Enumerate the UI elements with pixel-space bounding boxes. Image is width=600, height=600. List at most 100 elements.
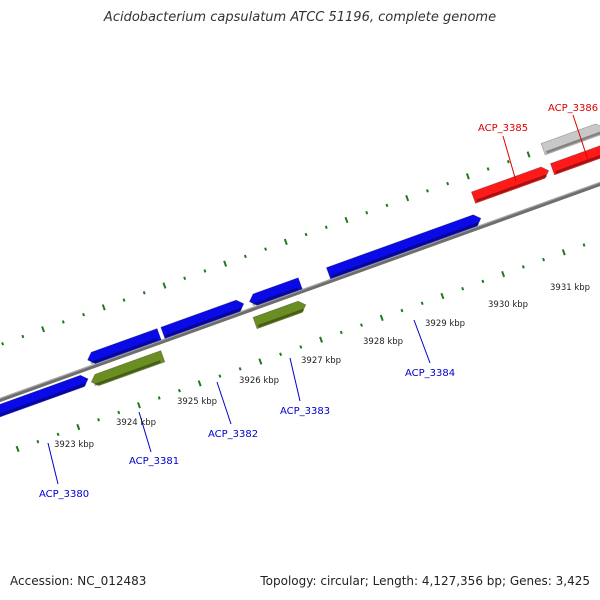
gene-arrow-acp-3386b: [540, 123, 600, 156]
gene-arrow-acp-3382b-shade: [252, 287, 299, 306]
outer-tick: [122, 298, 126, 302]
outer-tick: [223, 260, 228, 267]
outer-tick: [446, 181, 450, 186]
inner-tick: [481, 279, 485, 284]
gene-arrow-acp-3385: [470, 166, 550, 204]
leader-line: [502, 135, 517, 182]
gene-arrow-acp-3385-shade: [476, 174, 547, 202]
leader-line: [216, 381, 232, 425]
outer-tick: [264, 247, 268, 251]
gene-arrow-acp-3382-shade: [165, 307, 242, 338]
gene-arrow-acp-3384: [325, 214, 482, 280]
leader-line: [572, 114, 589, 161]
inner-tick: [542, 257, 546, 262]
genome-summary-text: Topology: circular; Length: 4,127,356 bp…: [260, 574, 590, 588]
inner-tick: [56, 432, 60, 437]
inner-tick: [238, 367, 242, 371]
gene-label: ACP_3384: [405, 368, 455, 379]
inner-tick: [117, 410, 121, 415]
outer-tick: [405, 194, 410, 202]
outer-tick: [385, 203, 389, 208]
outer-tick: [101, 304, 106, 311]
inner-tick: [420, 301, 424, 306]
inner-tick: [218, 374, 222, 378]
inner-tick: [76, 423, 81, 431]
gene-label: ACP_3381: [129, 456, 179, 467]
leader-line: [47, 442, 59, 485]
outer-tick: [183, 276, 187, 280]
outer-tick: [162, 282, 167, 289]
inner-tick: [15, 445, 20, 453]
outer-tick: [21, 334, 25, 339]
gene-arrow-acp-3381b-shade: [90, 338, 158, 365]
kbp-label: 3924 kbp: [116, 418, 156, 428]
outer-tick: [82, 312, 85, 317]
genome-backbone: [0, 181, 600, 403]
gene-arrow-acp-3381: [90, 350, 166, 387]
gene-arrow-acp-3381-shade: [94, 360, 161, 387]
gene-arrow-acp-3386b-shade: [545, 131, 600, 154]
outer-tick: [486, 167, 490, 171]
kbp-label: 3930 kbp: [488, 300, 528, 310]
inner-tick: [137, 402, 141, 409]
inner-tick: [379, 314, 384, 321]
gene-label: ACP_3380: [39, 489, 89, 500]
leader-line: [138, 411, 152, 453]
gene-features: [0, 123, 600, 418]
gene-arrow-acp-3382b: [248, 277, 303, 306]
inner-tick: [36, 439, 40, 444]
leader-line: [289, 357, 301, 402]
label-leader-lines: [47, 114, 589, 485]
inner-tick: [440, 292, 445, 300]
outer-tick: [324, 225, 328, 230]
gene-arrow-acp-3384-shade: [331, 222, 479, 278]
outer-tick: [243, 254, 247, 259]
gene-arrow-acp-3383: [252, 300, 307, 330]
inner-tick: [157, 396, 161, 400]
outer-tick: [304, 232, 308, 237]
gene-labels: ACP_3380 ACP_3381 ACP_3382 ACP_3383 ACP_3384…: [39, 103, 598, 500]
outer-tick: [344, 216, 349, 224]
gene-arrow-acp-3383-shade: [257, 308, 304, 328]
inner-tick: [319, 336, 324, 343]
inner-tick: [461, 286, 465, 291]
outer-tick: [1, 342, 5, 346]
gene-arrow-acp-3386: [549, 145, 600, 176]
inner-tick: [339, 330, 343, 335]
outer-tick: [61, 320, 65, 324]
outer-tick: [506, 159, 510, 164]
kbp-label: 3929 kbp: [425, 319, 465, 329]
inner-tick: [197, 380, 202, 387]
outer-tick: [41, 326, 46, 333]
inner-tick: [561, 249, 566, 256]
gene-arrow-acp-3382: [160, 299, 245, 340]
kbp-label: 3931 kbp: [550, 283, 590, 293]
kbp-labels: 3923 kbp 3924 kbp 3925 kbp 3926 kbp 3927 kbp…: [54, 283, 590, 450]
outer-tick: [203, 269, 207, 273]
kbp-label: 3926 kbp: [239, 376, 279, 386]
kbp-label: 3925 kbp: [177, 397, 217, 407]
inner-tick: [501, 270, 506, 278]
gene-label: ACP_3385: [478, 123, 528, 134]
inner-tick: [177, 388, 181, 393]
inner-tick: [97, 418, 100, 422]
gene-arrow-acp-3380-shade: [0, 382, 87, 417]
kbp-label: 3928 kbp: [363, 337, 403, 347]
inner-tick: [299, 345, 303, 349]
outer-tick-track: [1, 129, 592, 346]
inner-tick: [360, 323, 363, 327]
inner-tick: [521, 265, 525, 269]
outer-tick: [465, 173, 470, 180]
inner-tick: [258, 358, 263, 365]
inner-tick-track: [15, 243, 586, 453]
outer-tick: [283, 238, 288, 245]
outer-tick: [526, 151, 531, 158]
kbp-label: 3923 kbp: [54, 440, 94, 450]
backbone-highlight: [0, 181, 600, 400]
gene-label: ACP_3382: [208, 429, 258, 440]
gene-label: ACP_3386: [548, 103, 598, 114]
leader-line: [413, 319, 431, 364]
outer-tick: [365, 210, 369, 215]
inner-tick: [279, 352, 283, 356]
